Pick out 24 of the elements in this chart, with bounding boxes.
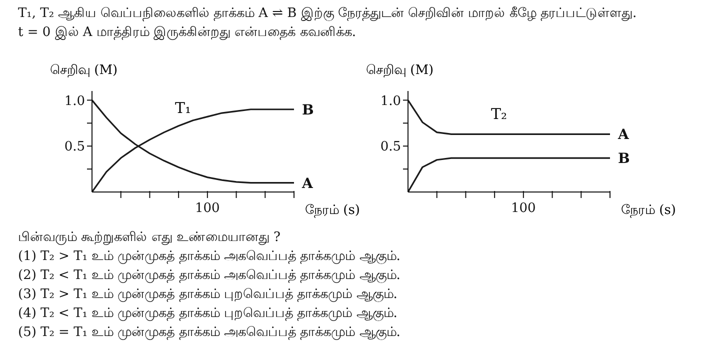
text: (1) T₂ > T₁ உம் முன்முகத் தாக்கம் அகவெப்பத் தாக்கமும் ஆகும். bbox=[18, 248, 402, 266]
y-tick-label: 0.5 bbox=[64, 140, 85, 155]
text: (3) T₂ > T₁ உம் முன்முகத் தாக்கம் புறவெப்பத் தாக்கமும் ஆகும். bbox=[18, 286, 398, 304]
series-label: A bbox=[301, 176, 314, 192]
text: T₁, T₂ ஆகிய வெப்பநிலைகளில் தாக்கம் A ⇌ B இற்கு நேரத்துடன் செறிவின் மாறல் கீழே தரப்பட்டுள்ளது. bbox=[18, 5, 638, 23]
series-label: B bbox=[302, 102, 314, 118]
x-tick-label: 100 bbox=[195, 201, 220, 216]
y-tick-label: 1.0 bbox=[64, 94, 85, 109]
text: (2) T₂ < T₁ உம் முன்முகத் தாக்கம் அகவெப்பத் தாக்கமும் ஆகும். bbox=[18, 267, 402, 285]
text: (5) T₂ = T₁ உம் முன்முகத் தாக்கம் அகவெப்பத் தாக்கமும் ஆகும். bbox=[18, 324, 402, 342]
series-label: B bbox=[618, 151, 630, 168]
text: பின்வரும் கூற்றுகளில் எது உண்மையானது ? bbox=[18, 229, 282, 247]
text: (4) T₂ < T₁ உம் முன்முகத் தாக்கம் புறவெப்பத் தாக்கமும் ஆகும். bbox=[18, 305, 398, 323]
text: t = 0 இல் A மாத்திரம் இருக்கின்றது என்பதைக் கவனிக்க. bbox=[18, 24, 357, 42]
x-axis-title: நேரம் (s) bbox=[621, 203, 676, 219]
y-tick-label: 0.5 bbox=[380, 140, 401, 155]
y-axis-title: செறிவு (M) bbox=[50, 63, 118, 79]
annotation: T₁ bbox=[175, 99, 192, 117]
y-tick-label: 1.0 bbox=[380, 94, 401, 109]
annotation: T₂ bbox=[491, 105, 508, 123]
series-label: A bbox=[617, 127, 630, 144]
x-tick-label: 100 bbox=[511, 201, 536, 216]
x-axis-title: நேரம் (s) bbox=[305, 203, 360, 219]
y-axis-title: செறிவு (M) bbox=[366, 63, 434, 79]
